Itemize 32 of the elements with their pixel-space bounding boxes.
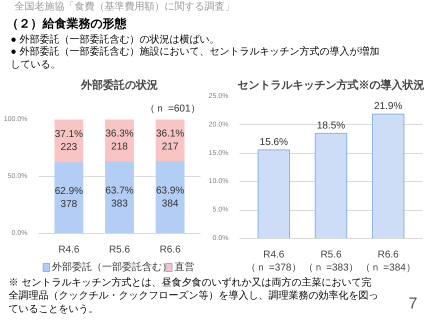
- bar: [105, 160, 134, 234]
- text: ● 外部委託（一部委託含む）の状況は横ばい。: [10, 34, 220, 46]
- text: 36.3% 218: [105, 128, 134, 153]
- bar: [314, 132, 348, 238]
- text: 63.7% 383: [105, 186, 134, 210]
- text: 7: [408, 296, 418, 312]
- data-label: 18.5%: [316, 120, 346, 132]
- chart-title: 外部委託の状況: [80, 78, 158, 92]
- text: 37.1% 223: [54, 129, 84, 154]
- text: （２）給食業務の形態: [6, 16, 128, 30]
- text: 全国老施協「食費（基準費用額）に関する調査」: [14, 0, 234, 12]
- legend-label: 外部委託（一部委託含む）: [52, 261, 172, 273]
- x-tick-label: R6.6 （ｎ =384）: [360, 250, 416, 274]
- text: 63.9% 384: [156, 186, 184, 210]
- x-tick-label: R5.6 （ｎ =383）: [303, 250, 359, 274]
- text: （ｎ =601）: [145, 104, 201, 114]
- x-tick-label: R5.6: [108, 244, 130, 256]
- x-tick-label: R4.6 （ｎ =378）: [246, 250, 302, 274]
- data-label: 15.6%: [260, 136, 288, 148]
- text: ● 外部委託（一部委託含む）施設において、セントラルキッチン方式の導入が増加している。: [10, 46, 380, 71]
- chart-title: セントラルキッチン方式※の導入状況: [238, 78, 424, 92]
- legend-label: 直営: [174, 261, 194, 273]
- x-tick-label: R6.6: [160, 244, 182, 256]
- x-tick-label: R4.6: [58, 244, 80, 256]
- bar: [156, 160, 185, 234]
- text: ※ セントラルキッチン方式とは、昼食夕食のいずれか又は両方の主菜において完全調理品（クックチル・クックフローズン等）を導入し、調理業務の効率化を図っていることをいう。: [8, 276, 378, 315]
- text: 36.1% 217: [156, 128, 184, 153]
- text: 62.9% 378: [54, 186, 84, 210]
- data-label: 21.9%: [374, 101, 402, 112]
- bar: [54, 161, 84, 234]
- bar: [258, 149, 290, 238]
- bar: [372, 114, 404, 238]
